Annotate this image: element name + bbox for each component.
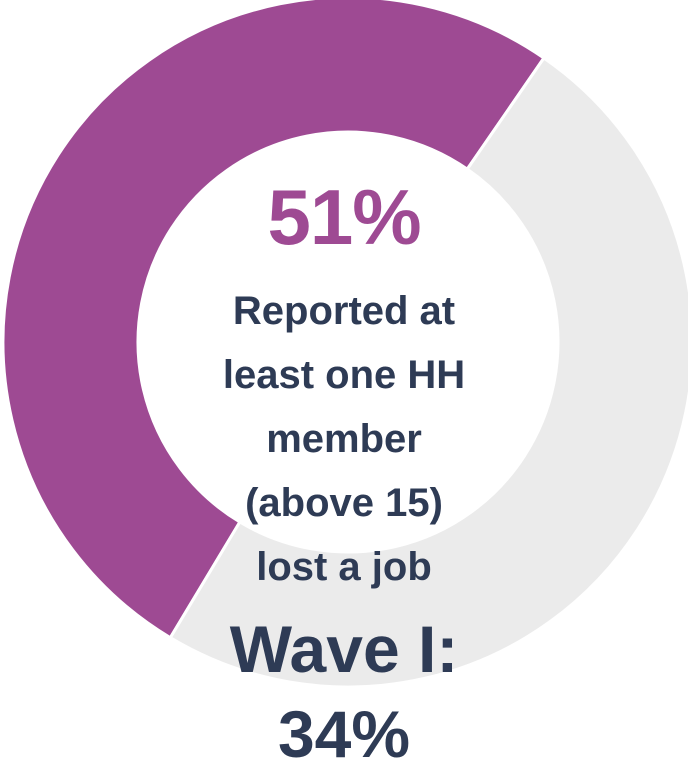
donut-slice-1 (1, 0, 546, 640)
center-line-1: Reported at (232, 289, 456, 333)
comparison-label: Wave I: (229, 612, 459, 686)
center-line-3: member (266, 417, 422, 461)
center-line-4: (above 15) (245, 481, 443, 525)
center-line-5: lost a job (256, 545, 432, 589)
center-line-2: least one HH (222, 353, 466, 397)
comparison-value: 34% (277, 697, 411, 771)
center-value: 51% (267, 173, 421, 261)
donut-slices (1, 0, 688, 689)
donut-slice-2 (168, 55, 688, 689)
